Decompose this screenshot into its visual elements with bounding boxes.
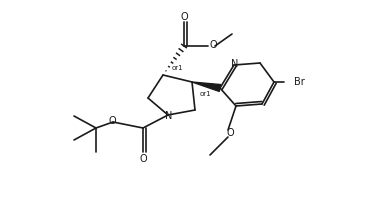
Polygon shape [192,82,221,91]
Text: N: N [231,59,239,69]
Text: or1: or1 [200,91,212,97]
Text: O: O [226,128,234,138]
Text: or1: or1 [172,65,183,71]
Text: N: N [165,111,173,121]
Text: O: O [139,154,147,164]
Text: O: O [209,40,217,50]
Text: Br: Br [294,77,305,87]
Text: O: O [108,116,116,126]
Text: O: O [180,12,188,22]
